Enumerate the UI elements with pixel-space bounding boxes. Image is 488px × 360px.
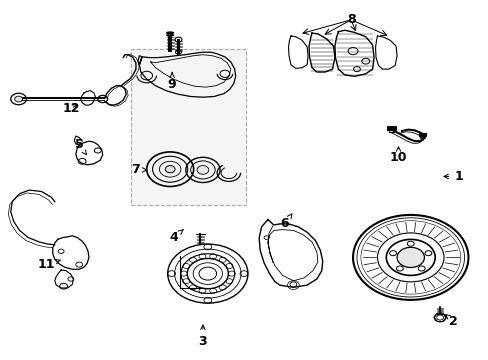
Text: 9: 9 (167, 72, 176, 91)
Text: 6: 6 (280, 214, 291, 230)
Circle shape (15, 96, 22, 102)
Text: 12: 12 (62, 102, 80, 115)
Text: 3: 3 (198, 325, 207, 348)
Text: 11: 11 (38, 258, 61, 271)
Text: 5: 5 (75, 138, 86, 155)
Circle shape (165, 166, 175, 173)
Text: 7: 7 (131, 163, 146, 176)
Text: 10: 10 (389, 147, 407, 164)
Text: 8: 8 (346, 13, 355, 26)
Text: 4: 4 (169, 230, 183, 244)
Text: 1: 1 (443, 170, 462, 183)
Text: 2: 2 (445, 315, 457, 328)
Circle shape (396, 247, 424, 267)
Circle shape (197, 166, 208, 174)
Bar (131, 49, 245, 205)
